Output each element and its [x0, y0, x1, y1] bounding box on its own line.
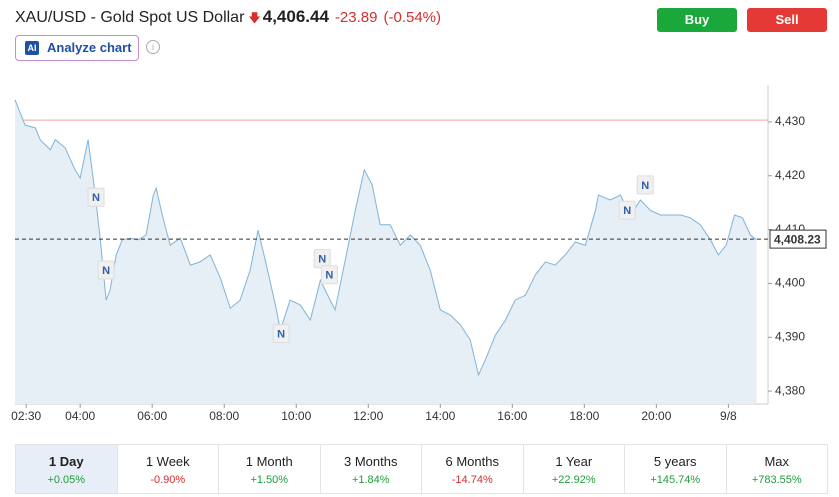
news-marker-box [272, 323, 290, 343]
x-tick-label: 9/8 [720, 409, 737, 423]
period-change: +1.84% [351, 474, 390, 486]
news-marker-text: N [277, 328, 285, 340]
period-tab[interactable]: 6 Months -14.74% [422, 445, 524, 493]
period-label: 6 Months [445, 454, 499, 469]
y-tick-label: 4,430 [775, 114, 805, 128]
period-tabs: 1 Day +0.05% 1 Week -0.90% 1 Month +1.50% 3 Mo… [15, 444, 828, 494]
news-marker-box [618, 200, 636, 220]
period-tab[interactable]: 1 Week -0.90% [118, 445, 219, 493]
buy-button[interactable]: Buy [657, 8, 737, 32]
y-tick-label: 4,420 [775, 168, 805, 182]
news-marker-text: N [92, 192, 100, 204]
period-tab[interactable]: Max +783.55% [727, 445, 828, 493]
x-tick-label: 20:00 [641, 409, 671, 423]
y-tick-label: 4,380 [775, 383, 805, 397]
period-label: Max [764, 454, 790, 469]
news-marker[interactable]: N [636, 175, 654, 195]
period-label: 1 Month [245, 454, 293, 469]
period-tab[interactable]: 5 years +145.74% [625, 445, 727, 493]
period-tab[interactable]: 3 Months +1.84% [321, 445, 422, 493]
news-marker[interactable]: N [618, 200, 636, 220]
period-label: 1 Year [555, 454, 593, 469]
news-marker[interactable]: N [87, 187, 105, 207]
news-marker-text: N [623, 205, 631, 217]
news-marker[interactable]: N [313, 249, 331, 269]
news-marker-box [87, 187, 105, 207]
price-change: -23.89 [334, 9, 378, 26]
price: 4,406.44 [262, 7, 329, 26]
y-tick-label: 4,400 [775, 276, 805, 290]
ai-badge: AI [25, 41, 39, 55]
period-change: +783.55% [751, 474, 802, 486]
x-tick-label: 16:00 [497, 409, 527, 423]
area-fill [15, 99, 757, 405]
period-change: +22.92% [551, 474, 596, 486]
period-tab[interactable]: 1 Day +0.05% [16, 445, 118, 493]
x-tick-label: 02:30 [11, 409, 41, 423]
last-price-label: 4,408.23 [774, 232, 821, 246]
news-marker-box [97, 260, 115, 280]
x-tick-label: 06:00 [137, 409, 167, 423]
x-tick-label: 18:00 [569, 409, 599, 423]
period-label: 1 Week [145, 454, 190, 469]
news-marker-box [636, 175, 654, 195]
chart: Investing.com4,3804,3904,4004,4104,4204,… [11, 85, 827, 423]
header: XAU/USD - Gold Spot US Dollar 🡇 4,406.44 -2… [15, 7, 441, 30]
y-tick-label: 4,390 [775, 329, 805, 343]
down-arrow: 🡇 [248, 11, 261, 25]
period-change: -14.74% [451, 474, 493, 486]
x-tick-label: 14:00 [425, 409, 455, 423]
news-marker-box [320, 265, 338, 285]
news-marker-text: N [318, 254, 326, 266]
news-marker-text: N [325, 270, 333, 282]
last-price-box [769, 229, 827, 249]
x-tick-label: 08:00 [209, 409, 239, 423]
period-change: +145.74% [650, 474, 701, 486]
news-marker[interactable]: N [320, 265, 338, 285]
news-marker[interactable]: N [272, 323, 290, 343]
period-label: 1 Day [48, 454, 84, 469]
period-change: +0.05% [47, 474, 86, 486]
analyze-chart-button[interactable]: AI Analyze chart [15, 35, 139, 61]
period-tab[interactable]: 1 Month +1.50% [219, 445, 321, 493]
sell-button[interactable]: Sell [747, 8, 827, 32]
x-tick-label: 04:00 [65, 409, 95, 423]
period-change: -0.90% [150, 474, 186, 486]
news-marker-text: N [102, 265, 110, 277]
news-marker[interactable]: N [97, 260, 115, 280]
info-icon[interactable]: i [146, 40, 160, 54]
x-tick-label: 10:00 [281, 409, 311, 423]
analyze-label: Analyze chart [47, 40, 132, 55]
period-label: 3 Months [344, 454, 398, 469]
x-tick-label: 12:00 [353, 409, 383, 423]
period-change: +1.50% [250, 474, 289, 486]
period-tab[interactable]: 1 Year +22.92% [524, 445, 625, 493]
period-label: 5 years [653, 454, 697, 469]
news-marker-text: N [641, 180, 649, 192]
instrument-title: XAU/USD - Gold Spot US Dollar [15, 9, 245, 26]
price-change-percent: (-0.54%) [383, 9, 442, 26]
